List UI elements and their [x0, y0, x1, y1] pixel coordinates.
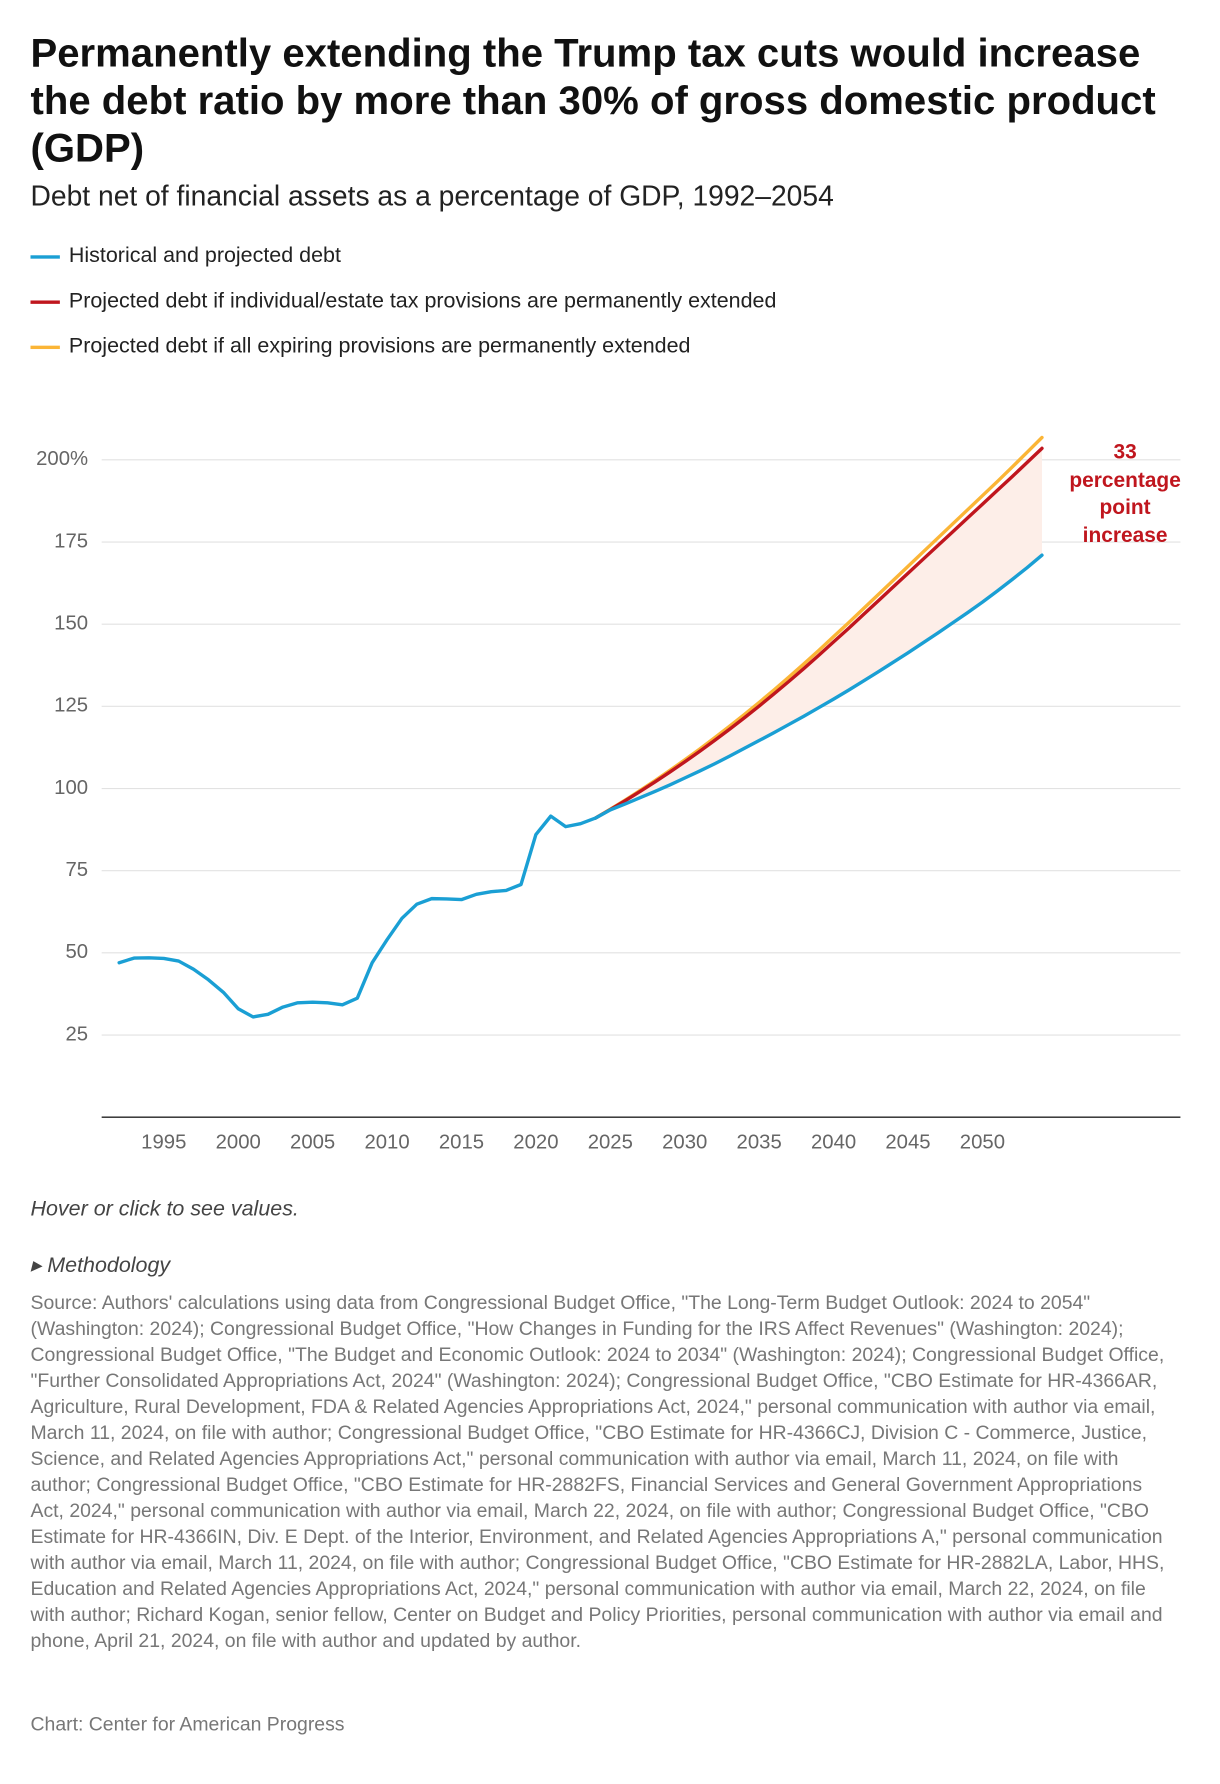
series-line — [593, 446, 1044, 820]
series-line — [593, 435, 1044, 820]
annotation: 33 percentage point increase — [1069, 439, 1181, 547]
hover-note: Hover or click to see values. — [30, 1197, 299, 1222]
y-tick-label: 75 — [65, 859, 88, 881]
chart-title: Permanently extending the Trump tax cuts… — [30, 30, 1156, 171]
y-tick-label: 50 — [65, 941, 88, 963]
x-tick-label: 2010 — [364, 1132, 409, 1154]
x-tick-label: 2000 — [216, 1132, 261, 1154]
y-tick-label: 175 — [54, 530, 88, 552]
legend-swatch — [30, 299, 60, 304]
methodology-label[interactable]: Methodology — [47, 1253, 171, 1278]
series-line — [117, 553, 1044, 1019]
x-tick-label: 2050 — [960, 1132, 1005, 1154]
y-tick-label: 100 — [54, 777, 88, 799]
chart-credit: Chart: Center for American Progress — [30, 1712, 345, 1736]
legend-label: Historical and projected debt — [68, 243, 341, 268]
x-tick-label: 2030 — [662, 1132, 707, 1154]
methodology-toggle[interactable]: ▸ Methodology — [30, 1253, 171, 1278]
legend-label: Projected debt if individual/estate tax … — [68, 289, 777, 313]
x-tick-label: 2045 — [885, 1132, 930, 1154]
legend-swatch — [30, 254, 60, 259]
x-tick-label: 2040 — [811, 1132, 856, 1154]
x-tick-label: 2025 — [588, 1132, 633, 1154]
x-tick-label: 2015 — [439, 1132, 484, 1154]
legend-item: Projected debt if all expiring provision… — [30, 334, 690, 359]
legend-item: Projected debt if individual/estate tax … — [30, 289, 776, 314]
y-tick-label: 200% — [36, 448, 88, 470]
x-tick-label: 2005 — [290, 1132, 335, 1154]
y-tick-label: 150 — [54, 613, 88, 635]
y-tick-label: 125 — [54, 695, 88, 717]
x-tick-label: 2020 — [513, 1132, 558, 1154]
x-tick-label: 1995 — [141, 1132, 186, 1154]
legend-item: Historical and projected debt — [30, 243, 341, 269]
legend-label: Projected debt if all expiring provision… — [68, 334, 691, 359]
legend-swatch — [30, 345, 60, 349]
source-note: Source: Authors' calculations using data… — [30, 1291, 1165, 1652]
chart-subtitle: Debt net of financial assets as a percen… — [30, 180, 834, 213]
x-tick-label: 2035 — [737, 1132, 782, 1154]
y-tick-label: 25 — [65, 1023, 88, 1045]
